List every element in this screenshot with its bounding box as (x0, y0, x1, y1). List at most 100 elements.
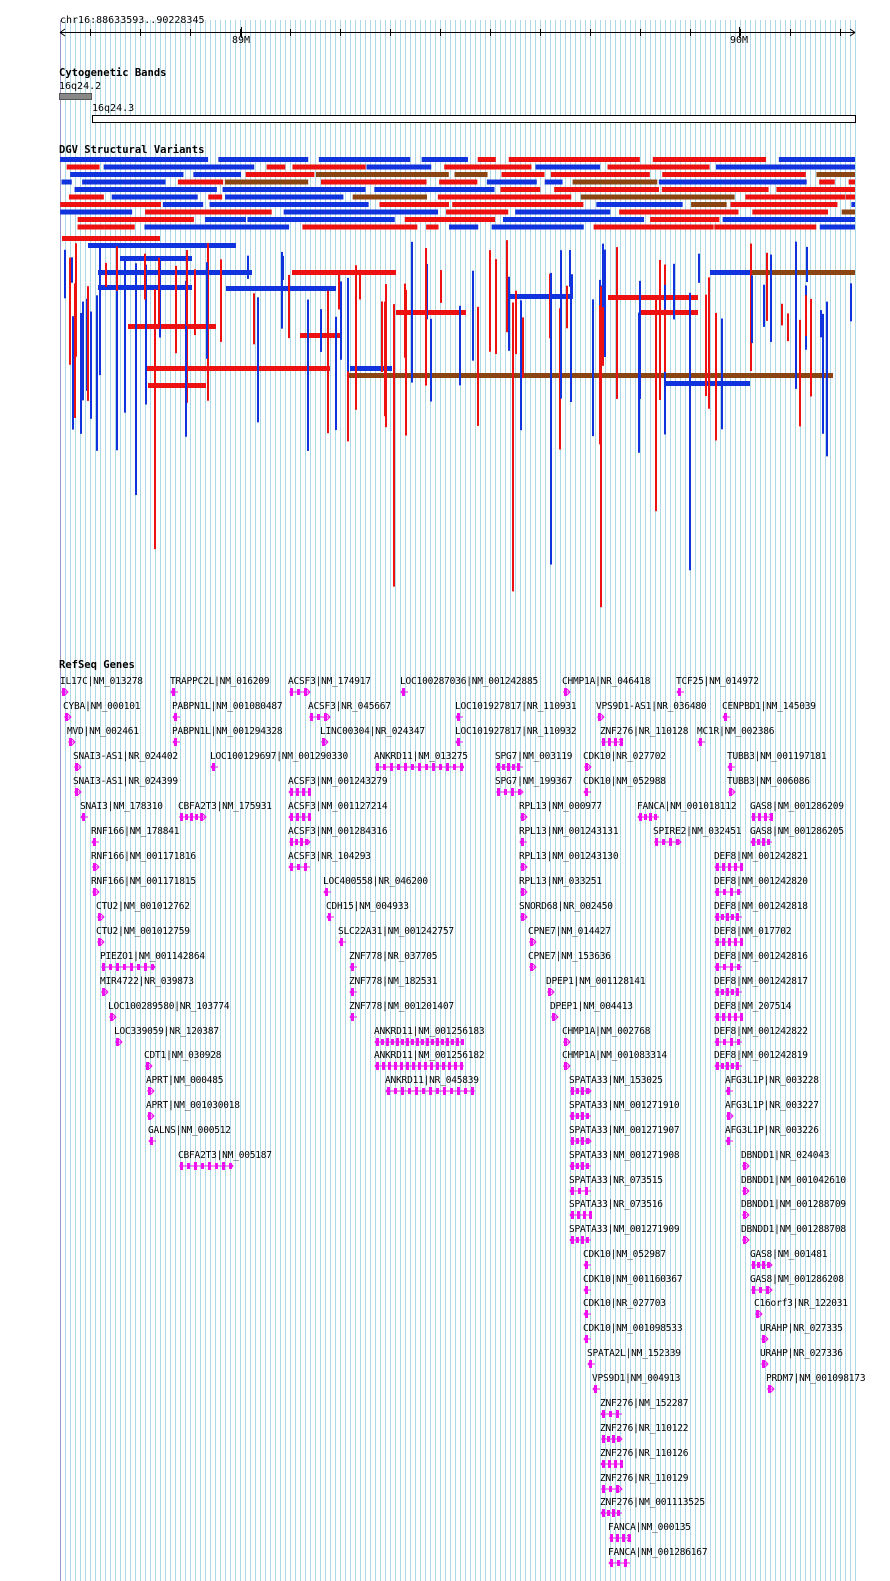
dgv-variant[interactable] (781, 303, 783, 326)
dgv-variant[interactable] (776, 187, 855, 192)
gene-label[interactable]: SPG7|NM_003119 (495, 751, 573, 762)
gene-glyph[interactable] (288, 837, 378, 847)
dgv-variant[interactable] (560, 250, 562, 399)
dgv-variant[interactable] (411, 241, 413, 383)
gene-label[interactable]: CBFA2T3|NM_175931 (178, 801, 272, 812)
gene-glyph[interactable] (146, 1111, 236, 1121)
dgv-variant[interactable] (437, 194, 572, 200)
gene-label[interactable]: SPATA33|NM_001271909 (569, 1224, 680, 1235)
dgv-variants-track[interactable] (0, 0, 890, 650)
gene-label[interactable]: CHMP1A|NM_002768 (562, 1026, 651, 1037)
dgv-variant[interactable] (247, 217, 395, 222)
dgv-variant[interactable] (82, 301, 84, 401)
gene-label[interactable]: LOC100287036|NM_001242885 (400, 676, 538, 687)
dgv-variant[interactable] (355, 265, 357, 410)
gene-label[interactable]: RNF166|NM_001171816 (91, 851, 196, 862)
gene-glyph[interactable] (697, 737, 787, 747)
gene-label[interactable]: APRT|NM_000485 (146, 1075, 224, 1086)
gene-glyph[interactable] (714, 1037, 804, 1047)
dgv-variant[interactable] (71, 257, 73, 283)
dgv-variant[interactable] (320, 179, 427, 185)
dgv-variant[interactable] (486, 179, 537, 185)
gene-glyph[interactable] (569, 1186, 659, 1196)
gene-label[interactable]: PIEZO1|NM_001142864 (100, 951, 205, 962)
gene-glyph[interactable] (583, 762, 673, 772)
gene-glyph[interactable] (519, 887, 609, 897)
gene-glyph[interactable] (144, 1061, 234, 1071)
gene-label[interactable]: ZNF276|NR_110128 (600, 726, 689, 737)
dgv-variant[interactable] (281, 251, 283, 329)
gene-glyph[interactable] (178, 812, 268, 822)
gene-glyph[interactable] (172, 712, 262, 722)
gene-label[interactable]: MVD|NM_002461 (67, 726, 139, 737)
gene-label[interactable]: DEF8|NM_001242818 (714, 901, 808, 912)
dgv-variant[interactable] (99, 262, 101, 376)
gene-glyph[interactable] (210, 762, 300, 772)
gene-glyph[interactable] (600, 1434, 690, 1444)
dgv-variant[interactable] (77, 224, 105, 230)
gene-label[interactable]: ZNF778|NM_001201407 (349, 1001, 454, 1012)
dgv-variant[interactable] (348, 373, 833, 378)
dgv-variant[interactable] (320, 309, 322, 352)
dgv-variant[interactable] (652, 157, 767, 162)
gene-label[interactable]: RPL13|NM_033251 (519, 876, 602, 887)
gene-label[interactable]: DPEP1|NM_001128141 (546, 976, 646, 987)
gene-label[interactable]: ACSF3|NR_104293 (288, 851, 371, 862)
dgv-variant[interactable] (600, 286, 602, 608)
dgv-variant[interactable] (359, 269, 361, 300)
gene-label[interactable]: MIR4722|NR_039873 (100, 976, 194, 987)
dgv-variant[interactable] (245, 172, 315, 177)
gene-label[interactable]: RPL13|NM_001243131 (519, 826, 619, 837)
gene-label[interactable]: CTU2|NM_001012762 (96, 901, 190, 912)
dgv-variant[interactable] (292, 270, 396, 275)
dgv-variant[interactable] (104, 224, 135, 230)
gene-glyph[interactable] (91, 862, 181, 872)
gene-label[interactable]: ZNF276|NR_110129 (600, 1473, 689, 1484)
gene-glyph[interactable] (288, 787, 378, 797)
dgv-variant[interactable] (810, 298, 812, 397)
gene-label[interactable]: CTU2|NM_001012759 (96, 926, 190, 937)
dgv-variant[interactable] (90, 311, 92, 419)
gene-glyph[interactable] (592, 1384, 682, 1394)
dgv-variant[interactable] (352, 194, 428, 200)
dgv-variant[interactable] (193, 172, 242, 177)
dgv-variant[interactable] (580, 194, 735, 200)
dgv-variant[interactable] (607, 164, 710, 170)
gene-label[interactable]: ACSF3|NM_001127214 (288, 801, 388, 812)
dgv-variant[interactable] (508, 157, 640, 162)
dgv-variant[interactable] (650, 217, 720, 222)
gene-glyph[interactable] (569, 1111, 659, 1121)
gene-glyph[interactable] (519, 862, 609, 872)
gene-glyph[interactable] (741, 1235, 831, 1245)
dgv-variant[interactable] (602, 307, 604, 366)
gene-glyph[interactable] (562, 687, 652, 697)
dgv-variant[interactable] (477, 157, 496, 162)
dgv-variant[interactable] (347, 277, 349, 372)
dgv-variant[interactable] (751, 275, 753, 344)
gene-glyph[interactable] (146, 1086, 236, 1096)
dgv-variant[interactable] (103, 164, 255, 170)
dgv-variant[interactable] (74, 187, 217, 192)
gene-label[interactable]: FANCA|NM_001286167 (608, 1547, 708, 1558)
gene-label[interactable]: AFG3L1P|NR_003226 (725, 1125, 819, 1136)
gene-glyph[interactable] (714, 912, 804, 922)
gene-glyph[interactable] (288, 812, 378, 822)
cytoband-16q24-2[interactable] (59, 93, 92, 100)
gene-label[interactable]: LOC101927817|NR_110932 (455, 726, 577, 737)
dgv-variant[interactable] (608, 295, 698, 300)
dgv-variant[interactable] (495, 259, 497, 354)
gene-label[interactable]: SNAI3-AS1|NR_024399 (73, 776, 178, 787)
gene-glyph[interactable] (754, 1309, 844, 1319)
dgv-variant[interactable] (489, 250, 491, 352)
gene-label[interactable]: RNF166|NM_178841 (91, 826, 180, 837)
gene-label[interactable]: CPNE7|NM_153636 (528, 951, 611, 962)
dgv-variant[interactable] (820, 310, 822, 338)
dgv-variant[interactable] (208, 194, 223, 200)
dgv-variant[interactable] (421, 157, 468, 162)
dgv-variant[interactable] (841, 209, 855, 215)
dgv-variant[interactable] (82, 179, 166, 185)
dgv-variant[interactable] (535, 164, 601, 170)
gene-label[interactable]: CDK10|NR_027703 (583, 1298, 666, 1309)
gene-glyph[interactable] (714, 1061, 804, 1071)
dgv-variant[interactable] (550, 272, 552, 565)
